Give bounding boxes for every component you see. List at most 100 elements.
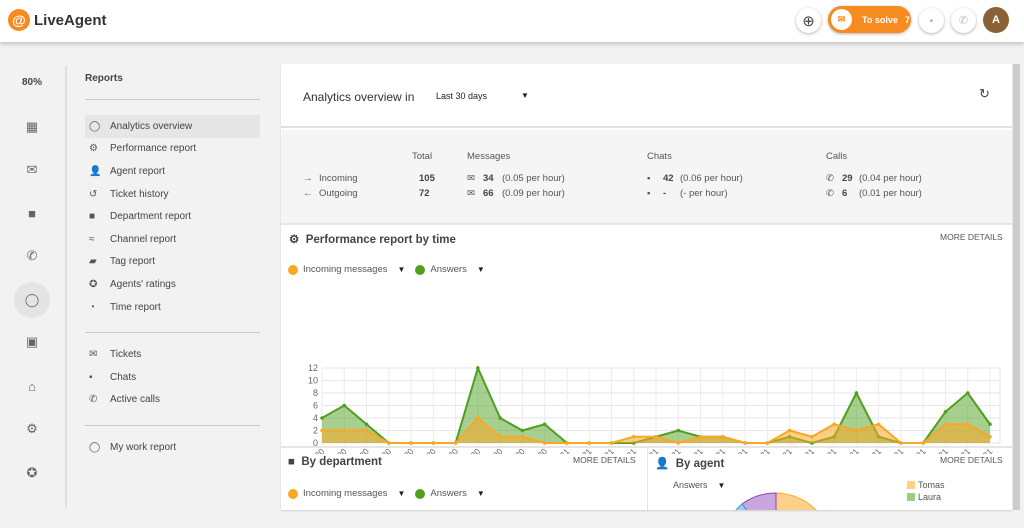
agent-more-details[interactable]: MORE DETAILS — [940, 455, 1003, 465]
analytics-card: Analytics overview in Last 30 days ▼ ↻ To… — [281, 64, 1012, 510]
reports-icon[interactable]: ◯ — [14, 282, 50, 318]
dashboard-icon[interactable]: ▦ — [25, 119, 39, 134]
agent-legend: Tomas Laura — [907, 479, 945, 503]
y-tick-label: 2 — [313, 426, 318, 436]
top-bar: @ LiveAgent ⊕ ✉ To solve 7 ▪ ✆ A — [0, 0, 1024, 42]
data-point — [320, 416, 324, 420]
data-point — [542, 441, 547, 445]
calls-value: 29 — [842, 173, 853, 184]
direction-icon: → — [303, 173, 313, 184]
data-point — [943, 409, 948, 414]
nav-item-label: Department report — [110, 211, 192, 223]
total-value: 72 — [419, 188, 430, 199]
data-point — [498, 416, 502, 420]
logo[interactable]: @ LiveAgent — [8, 9, 107, 31]
messages-value: 34 — [483, 173, 494, 184]
data-point — [609, 441, 614, 445]
plus-circle-icon: ⊕ — [802, 12, 815, 30]
pie-slice-tomas — [775, 492, 817, 510]
legend-answers[interactable]: Answers — [430, 488, 467, 499]
nav-item-agents-ratings[interactable]: ✪ Agents' ratings — [85, 273, 260, 296]
header-calls: Calls — [826, 151, 848, 162]
answers-dot — [415, 488, 426, 499]
to-solve-label: To solve — [862, 14, 898, 25]
data-point — [876, 422, 881, 427]
phone-icon[interactable]: ✆ — [26, 248, 38, 263]
avatar[interactable]: A — [983, 7, 1009, 33]
data-point — [721, 434, 725, 439]
agent-legend-item[interactable]: Tomas — [907, 479, 945, 491]
y-tick-label: 0 — [313, 438, 318, 448]
data-point — [965, 391, 970, 395]
nav-item-department-report[interactable]: ■ Department report — [85, 205, 260, 228]
divider — [647, 446, 648, 510]
chat-icon: ▪ — [647, 173, 651, 184]
logo-icon: @ — [8, 9, 30, 31]
stats-summary: Total Messages Chats Calls → Incoming 105 ✉… — [281, 130, 1012, 225]
calls-value: 6 — [842, 188, 848, 199]
nav-item-my-work-report[interactable]: ◯ My work report — [85, 436, 260, 459]
performance-chart: 02468101212/21/202012/22/202012/23/20201… — [289, 363, 1001, 454]
data-point — [787, 428, 792, 433]
scrollbar[interactable] — [1013, 64, 1020, 510]
nav-item-ticket-history[interactable]: ↺ Ticket history — [85, 183, 260, 206]
nav-item-performance-report[interactable]: ⚙ Performance report — [85, 138, 260, 161]
agent-legend-item[interactable]: Laura — [907, 491, 945, 503]
nav-item-tag-report[interactable]: ▰ Tag report — [85, 251, 260, 274]
y-tick-label: 4 — [313, 413, 318, 423]
caret-down-icon[interactable]: ▼ — [397, 489, 406, 498]
agent-title: 👤 By agent — [655, 458, 725, 470]
plugins-icon[interactable]: ✪ — [26, 465, 38, 480]
period-select[interactable]: Last 30 days ▼ — [436, 91, 529, 101]
agent-metric-select[interactable]: Answers ▼ — [673, 480, 726, 490]
data-point — [654, 434, 658, 439]
nav-item-agent-report[interactable]: 👤 Agent report — [85, 160, 260, 183]
refresh-icon[interactable]: ↻ — [979, 86, 990, 101]
nav-icon: ◔ — [89, 301, 96, 313]
data-point — [587, 441, 591, 445]
data-point — [965, 422, 970, 427]
to-solve-button[interactable]: ✉ To solve 7 — [828, 6, 911, 33]
caret-down-icon[interactable]: ▼ — [476, 265, 485, 274]
legend-swatch — [907, 493, 915, 501]
nav-icon: ✆ — [89, 394, 98, 406]
call-button[interactable]: ✆ — [951, 8, 976, 33]
settings-icon[interactable]: ⚙ — [26, 421, 38, 436]
total-value: 105 — [419, 173, 435, 184]
nav-item-label: Tickets — [110, 349, 142, 361]
mail-icon: ✉ — [831, 9, 852, 30]
nav-item-chats[interactable]: ▪ Chats — [85, 366, 260, 389]
nav-item-label: Ticket history — [110, 188, 169, 200]
department-more-details[interactable]: MORE DETAILS — [573, 455, 636, 465]
add-button[interactable]: ⊕ — [796, 8, 821, 33]
messages-value: 66 — [483, 188, 494, 199]
mail-icon[interactable]: ✉ — [26, 162, 38, 177]
nav-item-active-calls[interactable]: ✆ Active calls — [85, 389, 260, 412]
pie-slice-other2 — [735, 503, 748, 510]
knowledgebase-icon[interactable]: ⌂ — [28, 378, 36, 394]
mail-icon: ✉ — [467, 173, 475, 184]
legend-incoming[interactable]: Incoming messages — [303, 488, 388, 499]
chat-icon: ▪ — [647, 188, 651, 199]
nav-item-tickets[interactable]: ✉ Tickets — [85, 343, 260, 366]
legend-answers[interactable]: Answers — [430, 264, 467, 275]
nav-item-analytics-overview[interactable]: ◯ Analytics overview — [85, 115, 260, 138]
caret-down-icon[interactable]: ▼ — [397, 265, 406, 274]
to-solve-count: 7 — [904, 14, 910, 25]
nav-icon: ↺ — [89, 188, 98, 200]
direction-icon: ← — [303, 188, 313, 199]
data-point — [409, 441, 413, 445]
caret-down-icon[interactable]: ▼ — [476, 489, 485, 498]
nav-item-label: Time report — [110, 301, 161, 313]
more-details-link[interactable]: MORE DETAILS — [940, 232, 1003, 242]
divider — [65, 66, 67, 508]
chat-icon[interactable]: ■ — [28, 205, 36, 221]
legend-incoming[interactable]: Incoming messages — [303, 264, 388, 275]
nav-title: Reports — [85, 73, 260, 100]
contacts-icon[interactable]: ▣ — [25, 334, 39, 349]
chat-button[interactable]: ▪ — [919, 8, 944, 33]
nav-item-time-report[interactable]: ◔ Time report — [85, 296, 260, 319]
phone-icon: ✆ — [826, 188, 834, 199]
nav-item-channel-report[interactable]: ≈ Channel report — [85, 228, 260, 251]
zoom-level[interactable]: 80% — [21, 77, 42, 88]
